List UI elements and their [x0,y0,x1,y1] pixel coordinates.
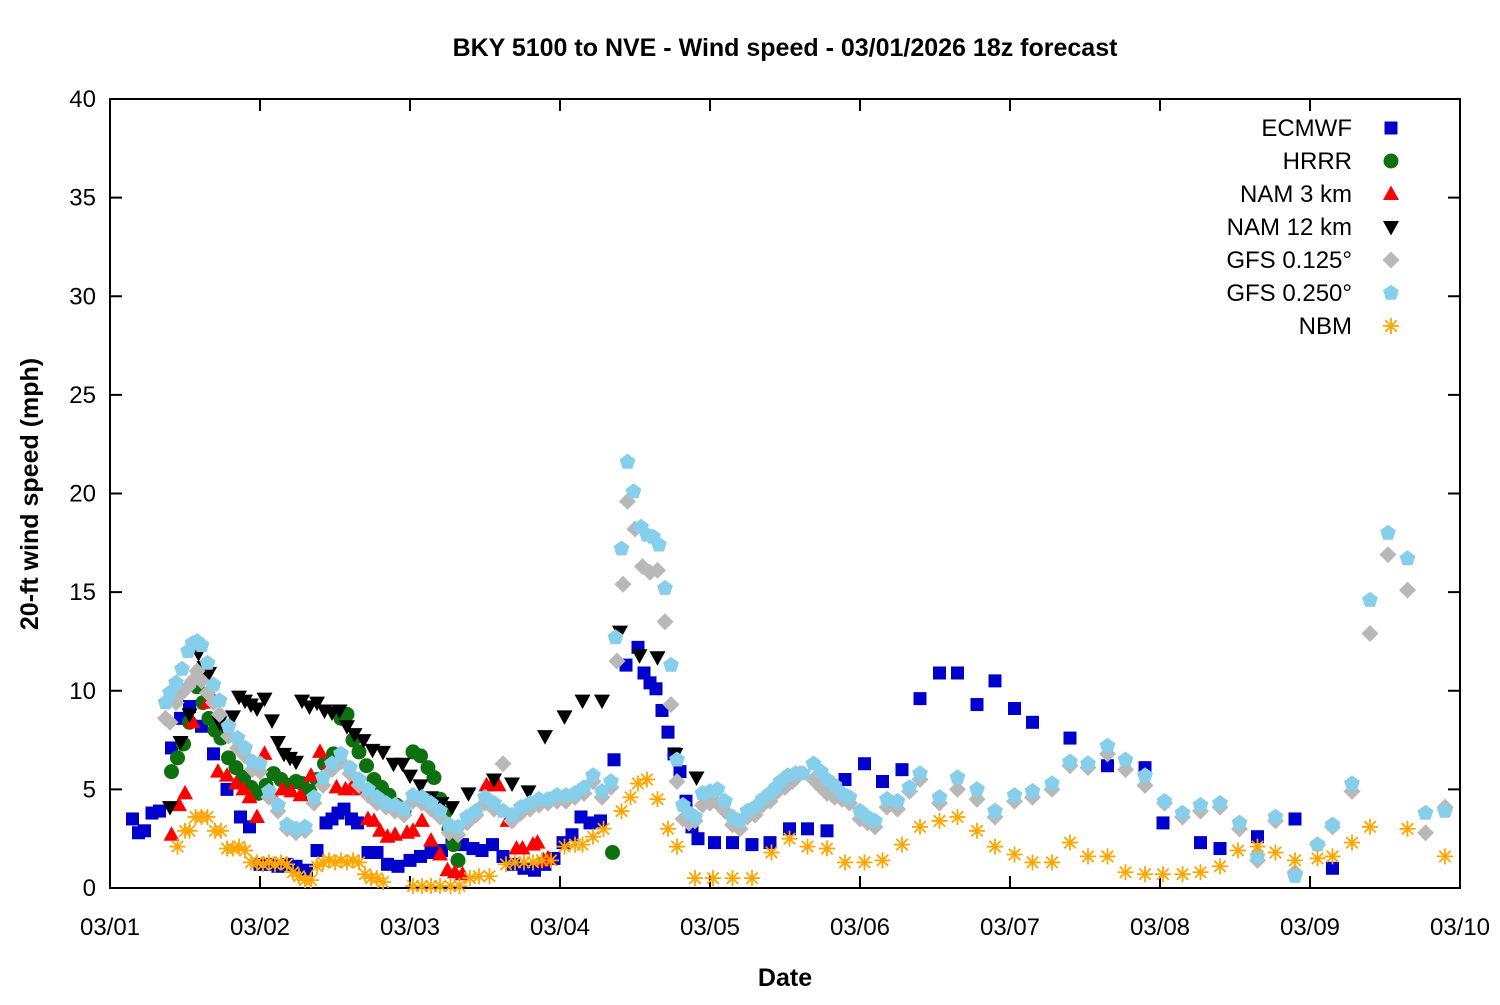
series-gfs-0-250 [157,453,1453,883]
x-tick-label: 03/06 [830,914,890,941]
legend: ECMWF HRRR NAM 3 km NAM 12 km GFS 0.125° GFS … [1226,115,1400,340]
y-tick-label: 15 [69,579,96,606]
legend-label-gfs-0-250: GFS 0.250° [1226,280,1352,307]
legend-item-hrrr: HRRR [1283,148,1399,175]
plot-frame: 0 5 10 15 20 25 30 35 40 03/01 03/02 03/03 03/04 03/0… [69,86,1490,941]
y-tick-label: 20 [69,481,96,508]
series-nbm [169,771,1453,894]
legend-label-nam-3-km: NAM 3 km [1240,181,1352,208]
data-points [126,453,1454,894]
x-tick-label: 03/07 [980,914,1040,941]
y-tick-label: 40 [69,86,96,113]
y-axis-label: 20-ft wind speed (mph) [16,358,44,630]
legend-item-nam-12-km: NAM 12 km [1227,214,1399,241]
legend-label-gfs-0-125: GFS 0.125° [1226,247,1352,274]
series-ecmwf [126,640,1339,877]
legend-label-hrrr: HRRR [1283,148,1352,175]
x-tick-label: 03/03 [380,914,440,941]
legend-item-nam-3-km: NAM 3 km [1240,181,1399,208]
y-tick-label: 0 [83,875,96,902]
x-tick-label: 03/10 [1430,914,1490,941]
x-tick-label: 03/04 [530,914,590,941]
x-tick-label: 03/05 [680,914,740,941]
x-tick-label: 03/09 [1280,914,1340,941]
x-axis-label: Date [758,964,812,992]
legend-label-nbm: NBM [1299,313,1352,340]
legend-label-nam-12-km: NAM 12 km [1227,214,1352,241]
legend-item-nbm: NBM [1299,313,1399,340]
series-nam-12-km [162,625,705,816]
legend-label-ecmwf: ECMWF [1261,115,1352,142]
y-tick-label: 5 [83,776,96,803]
y-tick-label: 30 [69,283,96,310]
y-tick-label: 10 [69,678,96,705]
x-tick-label: 03/08 [1130,914,1190,941]
chart-title: BKY 5100 to NVE - Wind speed - 03/01/202… [453,34,1119,62]
legend-item-ecmwf: ECMWF [1261,115,1398,142]
y-tick-label: 25 [69,382,96,409]
x-tick-label: 03/02 [230,914,290,941]
legend-item-gfs-0-125: GFS 0.125° [1226,247,1400,274]
x-tick-label: 03/01 [80,914,140,941]
legend-item-gfs-0-250: GFS 0.250° [1226,280,1399,307]
y-tick-label: 35 [69,185,96,212]
